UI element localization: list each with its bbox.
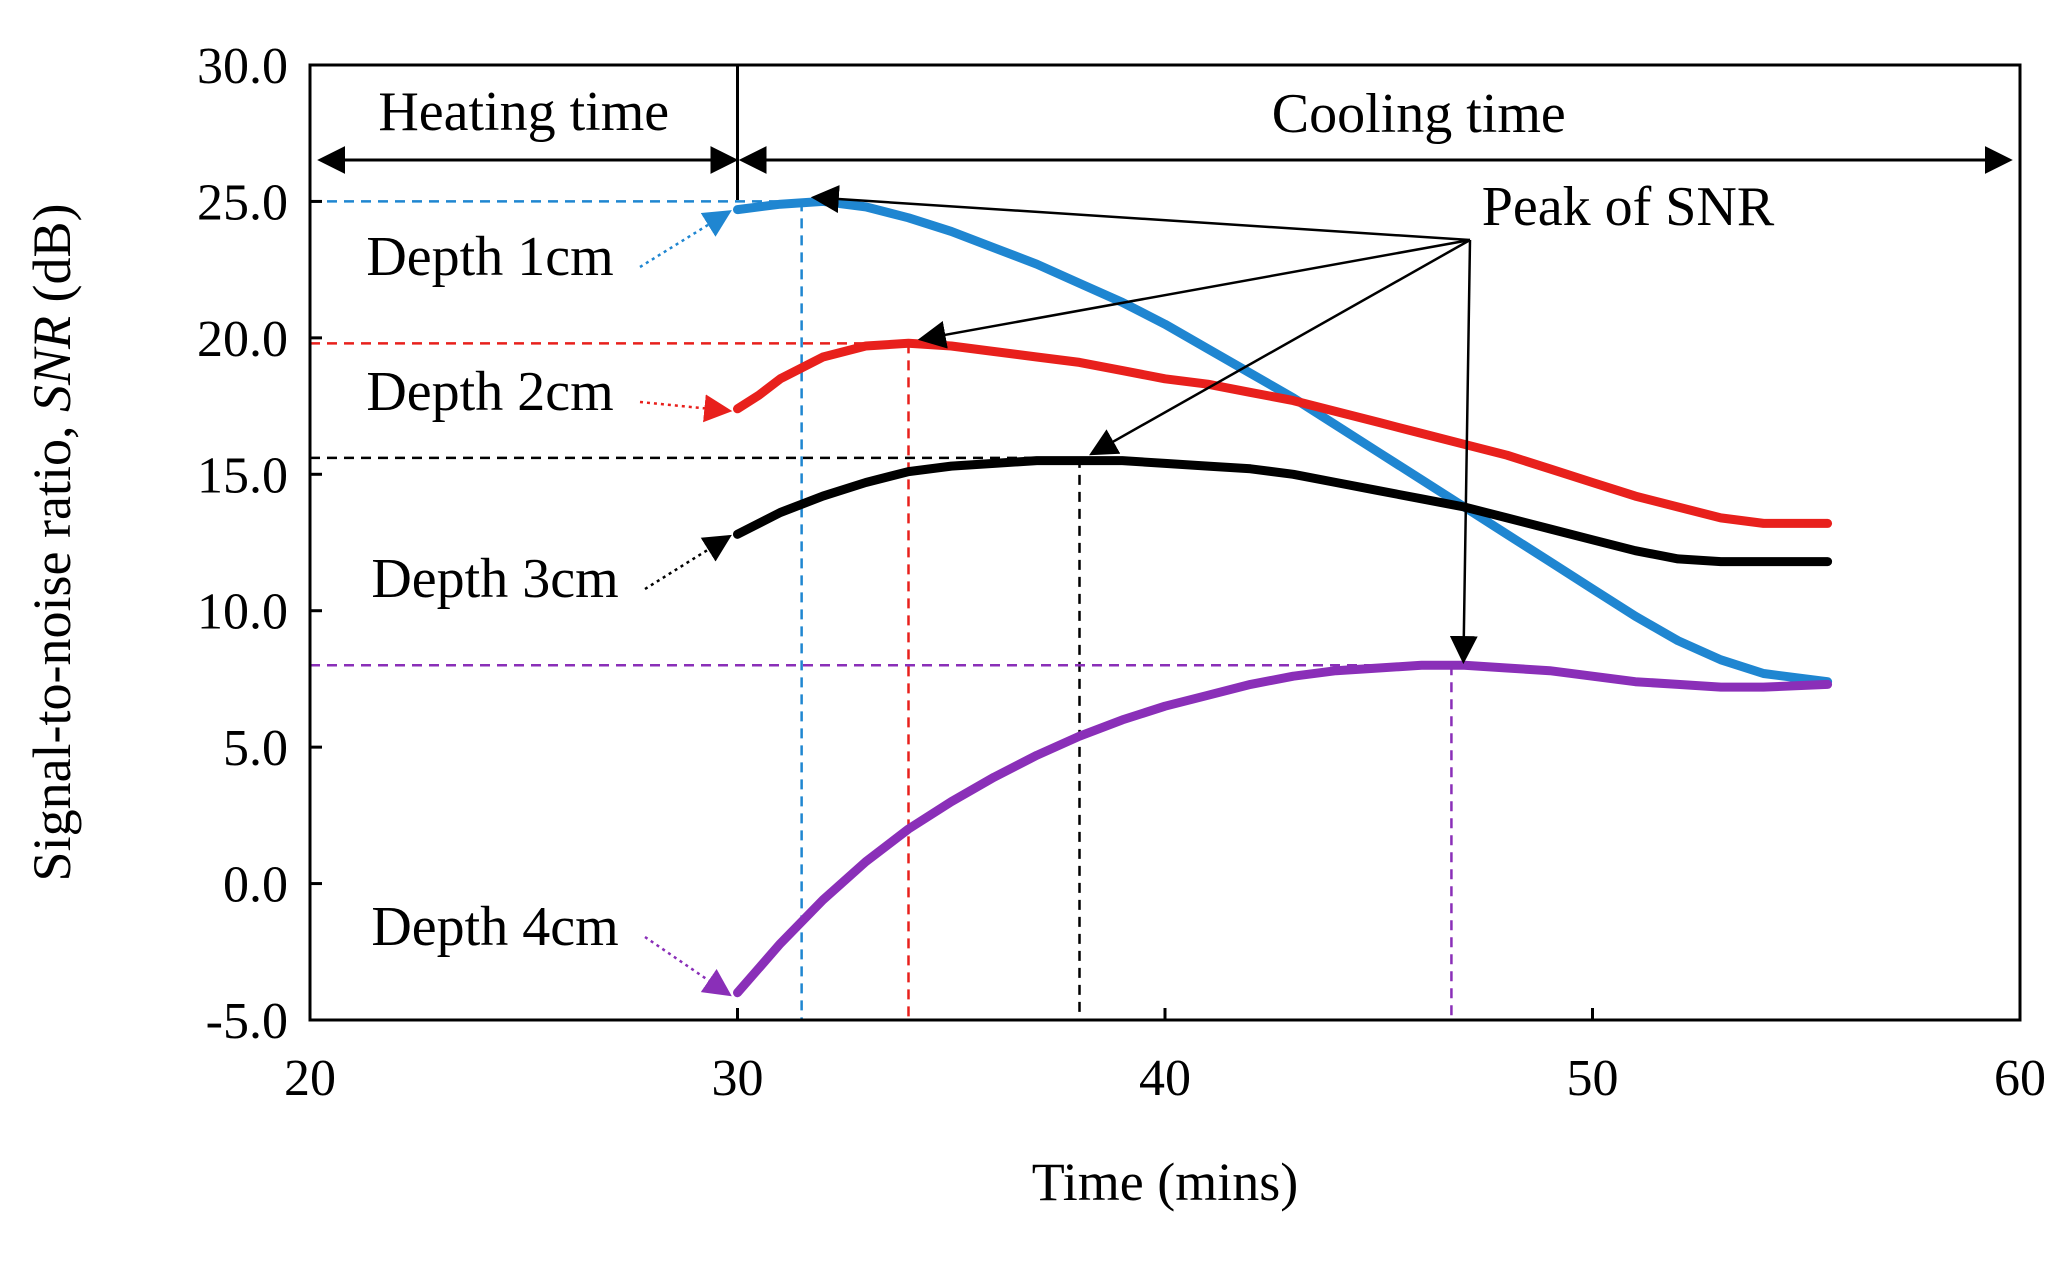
peak-arrow bbox=[917, 238, 1471, 349]
x-axis: 20 30 40 50 60 bbox=[284, 1008, 2046, 1107]
y-tick-label: 10.0 bbox=[197, 584, 288, 641]
y-axis-title-italic: SNR bbox=[22, 316, 82, 412]
peak-of-snr-label: Peak of SNR bbox=[1482, 176, 1775, 238]
cooling-time-label: Cooling time bbox=[1272, 83, 1566, 145]
heating-time-label: Heating time bbox=[378, 81, 669, 143]
peak-arrow bbox=[1449, 239, 1478, 665]
series-line bbox=[733, 456, 1833, 567]
y-tick-label: 5.0 bbox=[223, 720, 288, 777]
depth-pointer bbox=[644, 935, 732, 997]
y-tick-label: 25.0 bbox=[197, 174, 288, 231]
x-axis-title: Time (mins) bbox=[1032, 1152, 1299, 1212]
y-axis: -5.0 0.0 5.0 10.0 15.0 20.0 25.0 30.0 bbox=[197, 38, 322, 1050]
x-tick-label: 60 bbox=[1994, 1050, 2046, 1107]
y-tick-label: 0.0 bbox=[223, 857, 288, 914]
depth-label: Depth 2cm bbox=[366, 361, 613, 423]
series-line bbox=[733, 196, 1833, 687]
x-tick-label: 50 bbox=[1567, 1050, 1619, 1107]
y-tick-label: 30.0 bbox=[197, 38, 288, 95]
y-axis-title-prefix: Signal-to-noise ratio, bbox=[22, 412, 82, 881]
y-tick-label: -5.0 bbox=[206, 993, 288, 1050]
depth-pointer bbox=[639, 394, 733, 423]
series-layer bbox=[733, 196, 1833, 998]
x-tick-label: 20 bbox=[284, 1050, 336, 1107]
depth-pointer bbox=[639, 210, 732, 269]
y-tick-label: 15.0 bbox=[197, 447, 288, 504]
y-axis-title: Signal-to-noise ratio, SNR (dB) bbox=[22, 204, 82, 882]
y-tick-label: 20.0 bbox=[197, 311, 288, 368]
x-tick-label: 30 bbox=[712, 1050, 764, 1107]
peak-arrow bbox=[1089, 238, 1471, 456]
depth-label: Depth 3cm bbox=[371, 548, 618, 610]
series-line bbox=[733, 660, 1833, 998]
depth-label: Depth 4cm bbox=[371, 896, 618, 958]
series-line bbox=[733, 338, 1833, 528]
y-axis-title-suffix: (dB) bbox=[22, 204, 82, 316]
peak-arrow bbox=[810, 185, 1471, 242]
annotations: Depth 1cm Depth 2cm Depth 3cm Depth 4cm bbox=[317, 65, 2013, 997]
depth-pointer bbox=[644, 534, 732, 591]
depth-label: Depth 1cm bbox=[366, 226, 613, 288]
x-tick-label: 40 bbox=[1139, 1050, 1191, 1107]
